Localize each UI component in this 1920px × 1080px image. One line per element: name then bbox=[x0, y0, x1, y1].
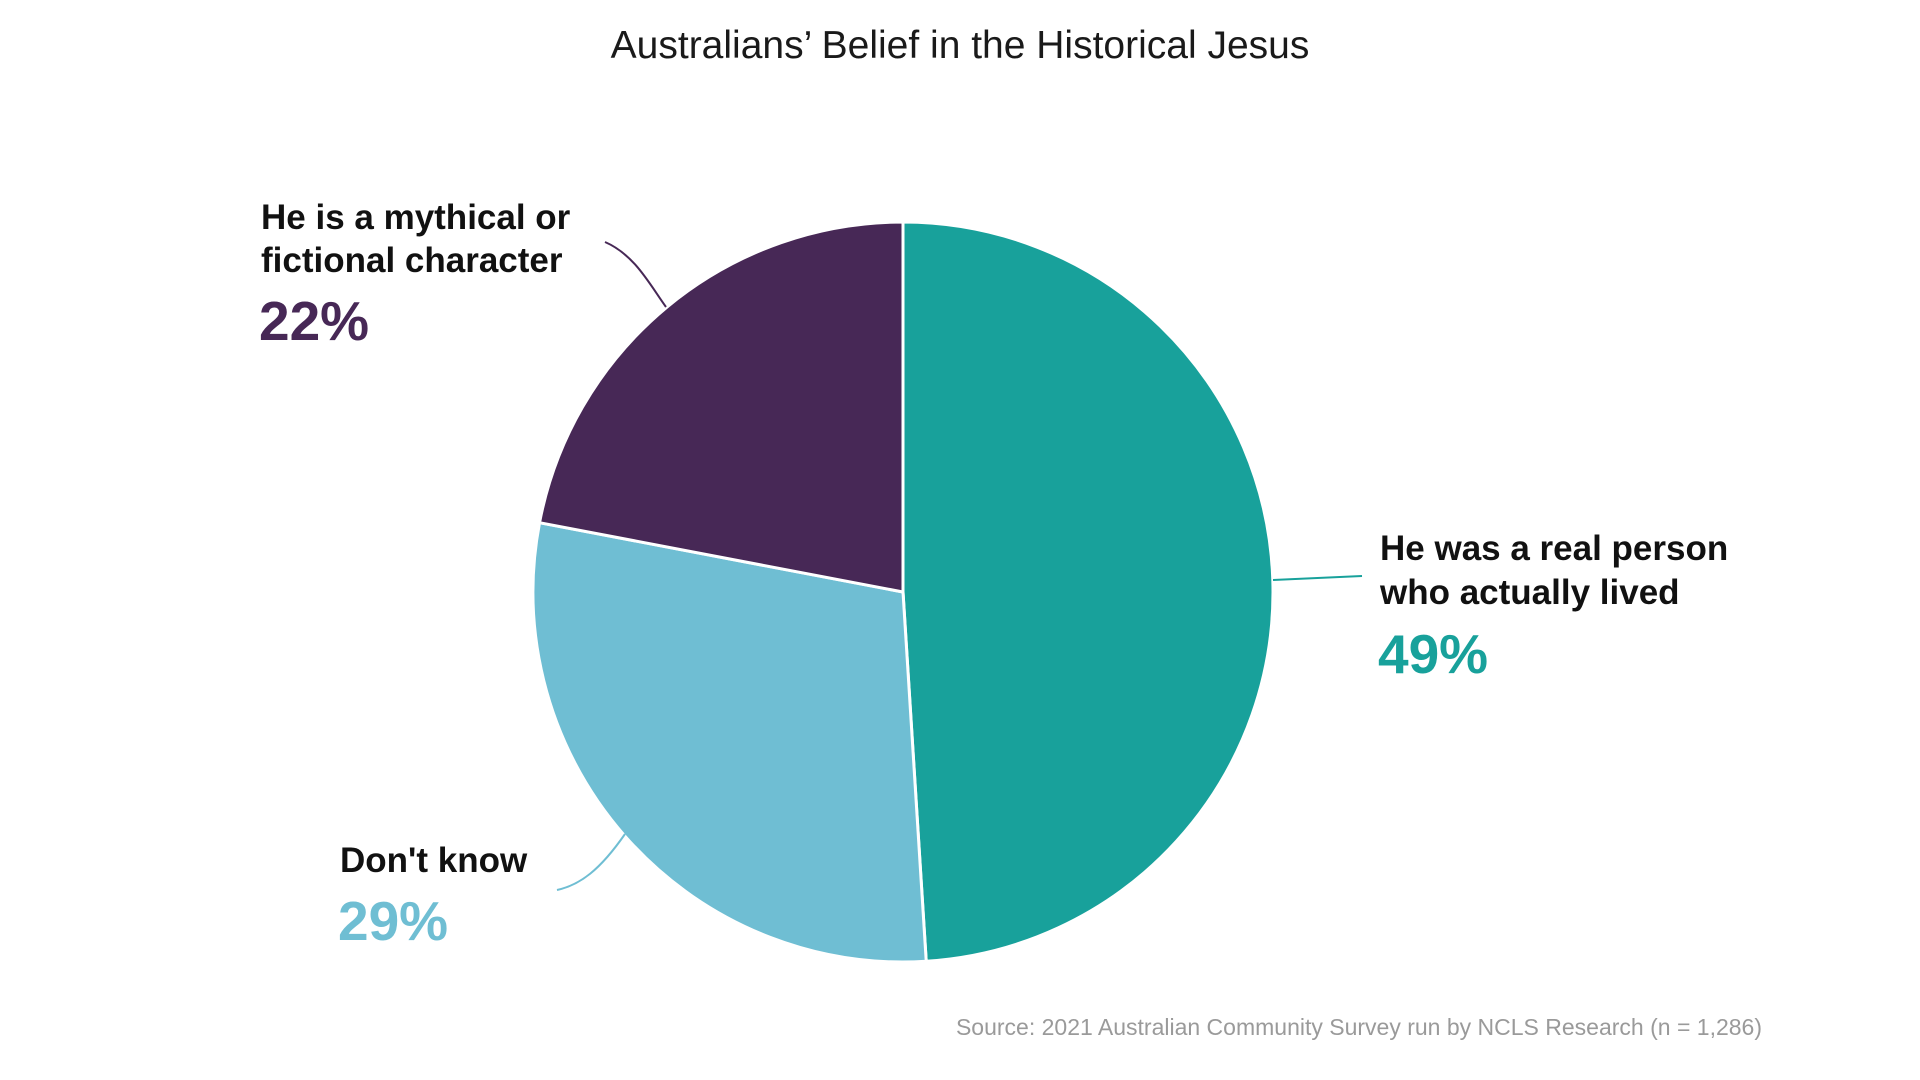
category-label: Don't know bbox=[340, 841, 528, 880]
value-label: 49% bbox=[1378, 623, 1488, 685]
category-label: fictional character bbox=[261, 241, 563, 280]
category-label: He is a mythical or bbox=[261, 198, 571, 237]
category-label: who actually lived bbox=[1379, 573, 1680, 612]
leader-line bbox=[604, 241, 667, 308]
pie-slices bbox=[531, 220, 1275, 964]
leader-lines bbox=[556, 241, 1363, 891]
chart-title: Australians’ Belief in the Historical Je… bbox=[611, 24, 1310, 67]
slice-dont-know bbox=[531, 520, 928, 964]
leader-line bbox=[1272, 575, 1363, 581]
value-label: 29% bbox=[338, 890, 448, 952]
slice-mythical bbox=[537, 220, 905, 594]
slice-label-real-person: He was a real person who actually lived … bbox=[1378, 529, 1728, 685]
category-label: He was a real person bbox=[1380, 529, 1728, 568]
value-label: 22% bbox=[259, 290, 369, 352]
slice-label-mythical: He is a mythical or fictional character … bbox=[259, 198, 571, 352]
slice-label-dont-know: Don't know 29% bbox=[338, 841, 528, 952]
slice-real-person bbox=[901, 220, 1275, 963]
leader-line bbox=[556, 833, 626, 891]
source-note: Source: 2021 Australian Community Survey… bbox=[956, 1014, 1762, 1040]
